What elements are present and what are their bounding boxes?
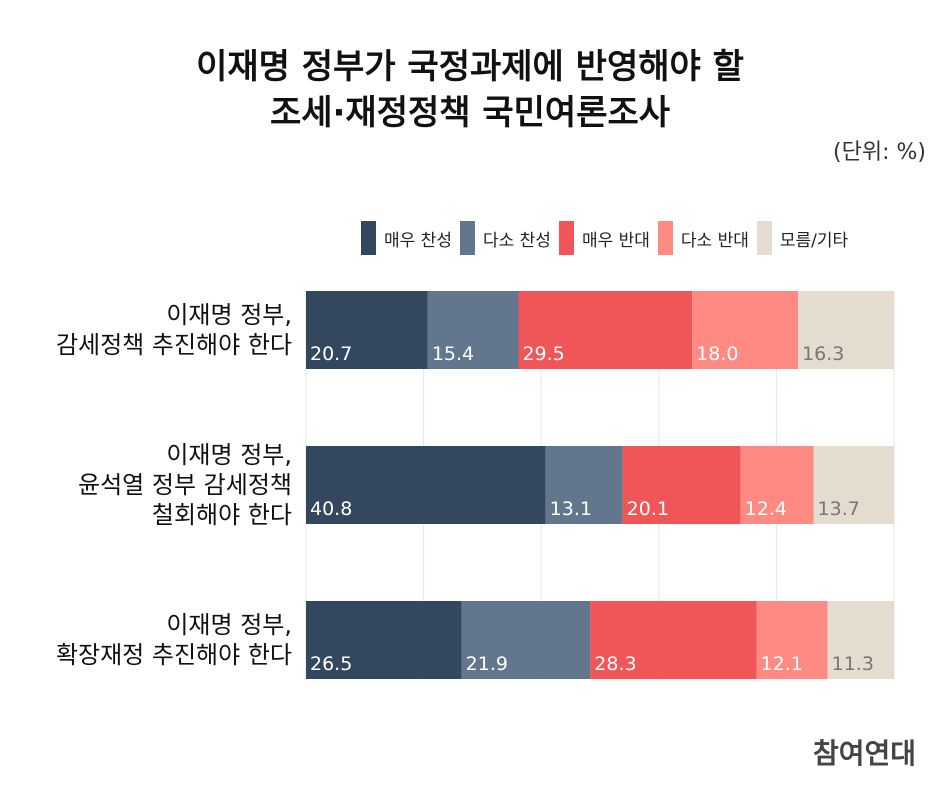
legend: 매우 찬성 다소 찬성 매우 반대 다소 반대 모름/기타 <box>361 221 856 255</box>
bar-segment <box>306 601 462 679</box>
bar-segment <box>306 446 546 524</box>
data-label: 11.3 <box>832 653 874 675</box>
legend-item: 다소 반대 <box>657 221 749 255</box>
bar-segment <box>306 291 428 369</box>
bar-segment <box>590 601 757 679</box>
bar-segment <box>545 446 623 524</box>
data-label: 20.7 <box>310 343 352 365</box>
legend-item: 모름/기타 <box>756 221 849 255</box>
legend-label: 매우 반대 <box>581 230 650 251</box>
bar-segment <box>427 291 519 369</box>
data-label: 12.1 <box>761 653 803 675</box>
data-label: 16.3 <box>802 343 844 365</box>
legend-swatch <box>657 221 673 255</box>
chart-title-line2: 조세·재정정책 국민여론조사 <box>269 93 671 133</box>
unit-label: (단위: %) <box>833 140 926 165</box>
legend-swatch <box>459 221 475 255</box>
data-label: 12.4 <box>745 498 787 520</box>
data-label: 13.1 <box>550 498 592 520</box>
legend-swatch <box>361 221 376 255</box>
legend-label: 다소 반대 <box>680 230 749 251</box>
data-label: 20.1 <box>627 498 669 520</box>
category-label: 이재명 정부, 확장재정 추진해야 한다 <box>55 611 292 669</box>
bar-segment <box>518 291 693 369</box>
data-label: 29.5 <box>522 343 564 365</box>
category-label: 이재명 정부, 감세정책 추진해야 한다 <box>55 301 292 359</box>
legend-swatch <box>558 221 574 255</box>
bar-segment <box>827 601 894 679</box>
bar-segment <box>461 601 591 679</box>
legend-item: 매우 반대 <box>558 221 650 255</box>
data-label: 28.3 <box>594 653 636 675</box>
bar-segment <box>798 291 894 369</box>
data-label: 18.0 <box>696 343 738 365</box>
category-label: 이재명 정부, 윤석열 정부 감세정책 철회해야 한다 <box>78 441 292 529</box>
data-label: 15.4 <box>432 343 474 365</box>
legend-label: 모름/기타 <box>779 230 849 251</box>
legend-label: 매우 찬성 <box>384 230 452 251</box>
data-label: 40.8 <box>310 498 352 520</box>
bar-segment <box>740 446 814 524</box>
legend-item: 다소 찬성 <box>459 221 551 255</box>
bar-segment <box>622 446 741 524</box>
bar-segment <box>813 446 894 524</box>
data-label: 26.5 <box>310 653 352 675</box>
legend-label: 다소 찬성 <box>482 230 551 251</box>
data-label: 21.9 <box>466 653 508 675</box>
chart-title-line1: 이재명 정부가 국정과제에 반영해야 할 <box>196 47 744 87</box>
logo: 참여연대 <box>812 737 916 770</box>
legend-swatch <box>756 221 772 255</box>
bar-segment <box>692 291 799 369</box>
legend-item: 매우 찬성 <box>361 221 452 255</box>
bar-segment <box>756 601 828 679</box>
data-label: 13.7 <box>818 498 860 520</box>
